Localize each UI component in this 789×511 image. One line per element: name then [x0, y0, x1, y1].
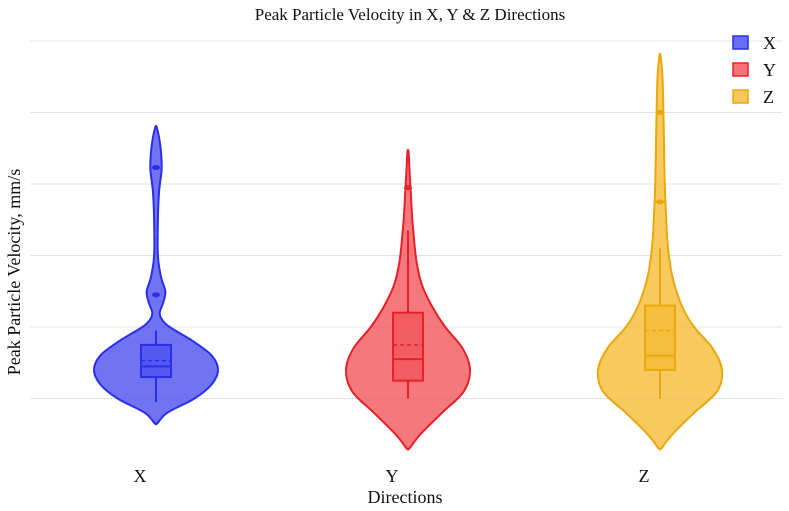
legend-swatch-z — [732, 89, 749, 104]
outlier-point — [152, 165, 160, 171]
box-z — [644, 304, 676, 371]
x-tick-label: Y — [386, 466, 399, 486]
violin-z — [596, 52, 724, 451]
chart-title: Peak Particle Velocity in X, Y & Z Direc… — [255, 5, 566, 24]
y-axis-label: Peak Particle Velocity, mm/s — [4, 169, 24, 375]
legend: XYZ — [732, 33, 776, 107]
box-y — [392, 311, 424, 382]
outlier-point — [152, 292, 160, 298]
x-axis-label: Directions — [368, 487, 443, 507]
x-tick-label: Z — [639, 466, 650, 486]
legend-label-z: Z — [763, 87, 774, 107]
violin-body-x — [93, 125, 219, 426]
outlier-point — [656, 199, 664, 205]
x-tick-label: X — [134, 466, 147, 486]
violin-y — [344, 148, 472, 451]
legend-label-x: X — [763, 33, 776, 53]
outlier-point — [656, 110, 664, 115]
legend-swatch-x — [732, 35, 749, 50]
legend-swatch-y — [732, 62, 749, 77]
violins — [93, 52, 724, 451]
x-tick-labels: X Y Z — [134, 466, 650, 486]
legend-label-y: Y — [763, 60, 776, 80]
violin-x — [93, 125, 219, 426]
outlier-point — [404, 185, 412, 191]
